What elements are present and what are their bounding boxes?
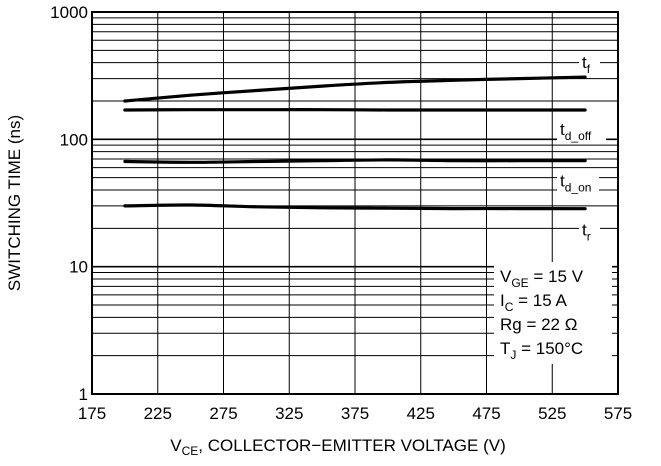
series-label-t-f: tf	[582, 53, 591, 76]
y-tick-label: 10	[69, 258, 88, 277]
x-tick-label: 275	[209, 404, 237, 423]
x-tick-label: 175	[78, 404, 106, 423]
series-label-bg	[557, 117, 606, 142]
x-tick-label: 425	[407, 404, 435, 423]
series-label-t-d-off: td_off	[560, 120, 592, 143]
x-tick-labels: 175 225 275 325 375 425 475 525 575	[78, 404, 632, 423]
series-label-bg	[579, 51, 600, 76]
series-label-bg	[579, 218, 600, 243]
series-line-t-r	[123, 203, 587, 211]
condition-line: VGE = 15 V	[500, 267, 584, 290]
x-tick-label: 325	[275, 404, 303, 423]
plot-frame	[91, 11, 619, 395]
condition-line: IC = 15 A	[500, 291, 567, 314]
x-tick-label: 375	[341, 404, 369, 423]
x-tick-label: 475	[472, 404, 500, 423]
series-label-t-r: tr	[582, 221, 591, 244]
series-line-t-f	[123, 75, 587, 103]
series-lines	[123, 75, 587, 211]
series-label-t-d-on: td_on	[560, 172, 591, 195]
y-tick-label: 1000	[50, 3, 88, 22]
y-tick-labels: 1 10 100 1000	[50, 3, 88, 404]
conditions-background	[494, 262, 612, 364]
x-axis-title: VCE, COLLECTOR−EMITTER VOLTAGE (V)	[170, 436, 506, 458]
x-tick-label: 225	[144, 404, 172, 423]
series-label-bg	[557, 169, 599, 194]
condition-line: Rg = 22 Ω	[500, 315, 577, 334]
x-tick-label: 575	[604, 404, 632, 423]
series-line-t-d-on	[123, 158, 587, 164]
y-axis-title: SWITCHING TIME (ns)	[5, 115, 24, 291]
test-conditions: VGE = 15 VIC = 15 ARg = 22 Ω TJ = 150°C	[494, 262, 612, 364]
condition-line: TJ = 150°C	[500, 339, 583, 362]
x-tick-label: 525	[538, 404, 566, 423]
y-tick-label: 100	[60, 130, 88, 149]
y-tick-label: 1	[79, 385, 88, 404]
